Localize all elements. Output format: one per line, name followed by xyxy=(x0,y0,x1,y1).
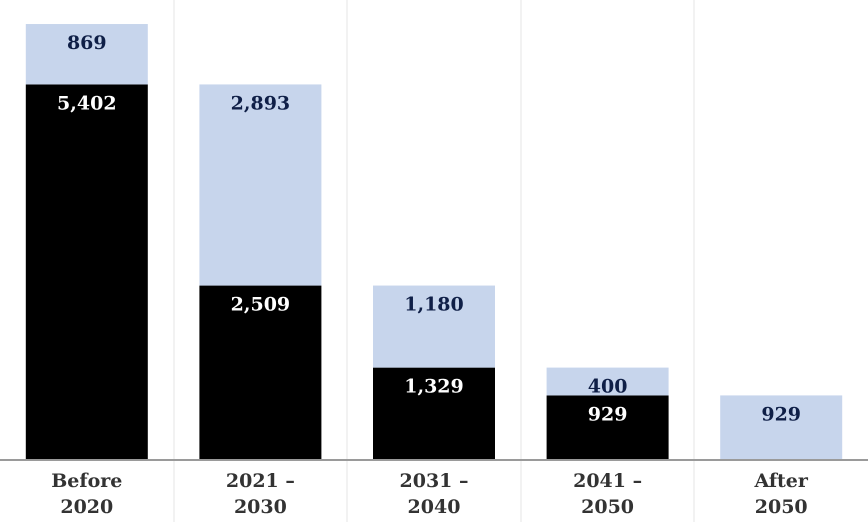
bar-segment xyxy=(25,24,148,85)
category-separators xyxy=(173,0,695,522)
category-labels: Before 2020 2021 – 2030 2031 – 2040 2041 – 2050… xyxy=(51,470,809,518)
category-label: 2020 xyxy=(60,496,113,518)
value-label: 2,893 xyxy=(231,92,291,114)
category-label: 2040 xyxy=(408,496,461,518)
value-label: 929 xyxy=(761,403,801,425)
bar-segment xyxy=(546,367,669,396)
value-label: 5,402 xyxy=(57,92,117,114)
category-label: 2041 – xyxy=(573,470,642,492)
category-label: 2030 xyxy=(234,496,287,518)
category-label: After xyxy=(753,470,808,492)
category-label: 2050 xyxy=(581,496,634,518)
value-label: 869 xyxy=(67,32,107,54)
value-label: 1,329 xyxy=(404,376,464,398)
bar-segment xyxy=(25,84,148,461)
category-label: 2050 xyxy=(755,496,808,518)
category-label: 2031 – xyxy=(400,470,469,492)
bar-segment xyxy=(373,285,495,368)
category-label: 2021 – xyxy=(226,470,295,492)
bar-segment xyxy=(373,367,495,460)
value-labels: 5,402 869 2,509 2,893 1,329 1,180 929 400 929 xyxy=(57,32,801,425)
value-label: 400 xyxy=(588,376,628,398)
bar-segment xyxy=(199,84,322,286)
bar-segment xyxy=(720,395,843,460)
bar-segment xyxy=(546,395,669,460)
value-label: 929 xyxy=(588,403,628,425)
bar-segment xyxy=(199,285,322,460)
category-label: Before xyxy=(51,470,122,492)
value-label: 1,180 xyxy=(404,294,464,316)
value-label: 2,509 xyxy=(231,294,291,316)
bars xyxy=(25,24,843,461)
